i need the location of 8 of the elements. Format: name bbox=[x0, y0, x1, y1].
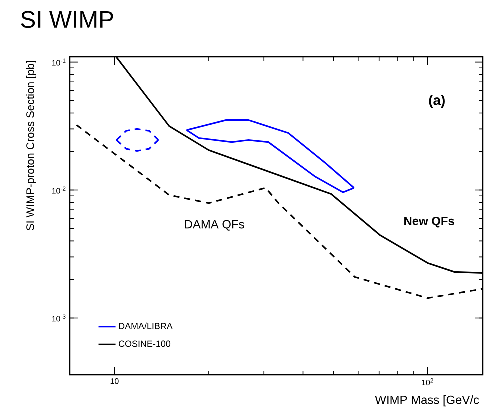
chart-title: SI WIMP bbox=[21, 11, 114, 28]
annotation: (a) bbox=[429, 95, 445, 108]
annotation: DAMA QFs bbox=[185, 220, 244, 231]
y-axis-title: SI WIMP-proton Cross Section [pb] bbox=[26, 61, 36, 231]
x-axis-title: WIMP Mass [GeV/c bbox=[375, 396, 480, 407]
annotation: New QFs bbox=[404, 217, 454, 228]
legend-label: COSINE-100 bbox=[119, 340, 171, 348]
legend-label: DAMA/LIBRA bbox=[119, 322, 173, 330]
